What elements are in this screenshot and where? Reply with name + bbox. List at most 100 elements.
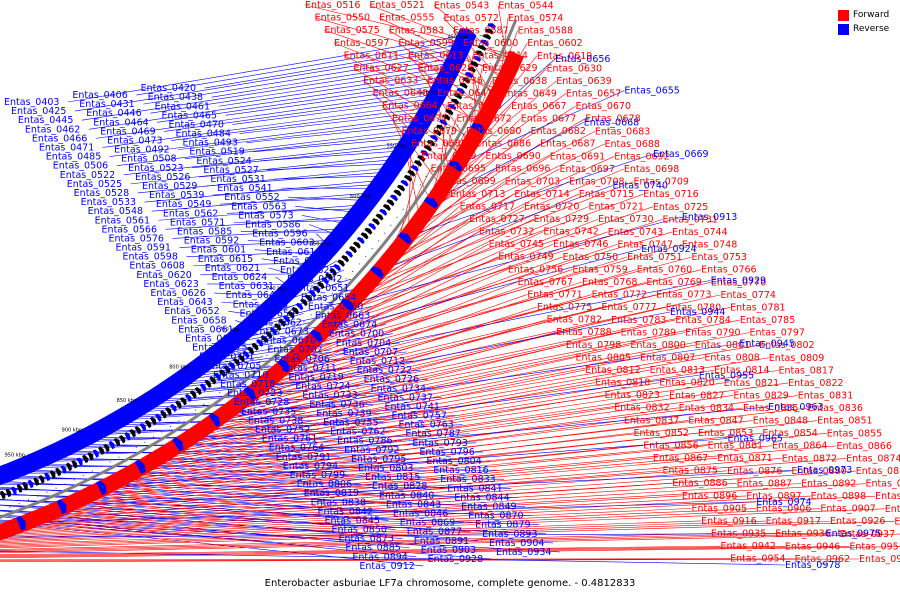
minor-feature-tick [295,302,304,311]
minor-feature-tick [364,227,373,235]
gene-label: Entas_0870 [468,511,523,522]
leader-line [9,470,856,527]
leader-line [250,294,528,393]
leader-line [189,344,566,437]
gene-label: Entas_0740 [613,181,668,192]
gene-label: Entas_0827 [669,390,724,401]
leader-line [35,457,718,517]
leader-line [13,470,792,526]
gene-label: Entas_0527 [203,165,258,176]
gene-label: Entas_0633 [363,76,418,87]
gene-label: Entas_0714 [514,189,569,200]
gene-label: Entas_0782 [547,315,602,326]
leader-line [46,457,347,467]
gene-label: Entas_0798 [566,340,621,351]
gene-label: Entas_0662 [247,317,302,328]
minor-feature-tick [228,361,236,370]
leader-line [267,163,397,171]
minor-feature-tick [400,179,409,187]
gene-label: Entas_0964 [859,554,900,565]
gene-label: Entas_0846 [393,508,448,519]
leader-line [0,520,766,546]
forward-feature-arrow [499,67,517,79]
gene-label: Entas_0787 [405,429,460,440]
minor-feature-tick [246,346,255,355]
gene-label: Entas_0746 [553,239,608,250]
forward-feature-arrow [459,141,477,154]
gene-label: Entas_0725 [653,202,708,213]
leader-line [109,115,427,157]
forward-feature-arrow [263,371,277,387]
gene-label: Entas_0688 [605,139,660,150]
minor-feature-tick [325,272,333,281]
forward-feature-arrow [199,419,213,435]
gene-label: Entas_0461 [155,101,210,112]
gene-label: Entas_0717 [460,201,515,212]
gene-label: Entas_0661 [178,324,233,335]
gene-label: Entas_0654 [301,292,356,303]
gene-label: Entas_0690 [485,151,540,162]
gene-label: Entas_0814 [714,365,769,376]
gene-label: Entas_0614 [472,51,527,62]
minor-feature-tick [49,470,56,479]
gene-label: Entas_0521 [369,0,424,11]
reverse-feature-arrow [172,437,184,452]
leader-line [337,206,653,314]
leader-line [219,324,386,353]
leader-line [333,42,490,106]
forward-feature-arrow [325,314,340,330]
gene-label: Entas_0806 [297,479,352,490]
gene-label: Entas_0720 [524,201,579,212]
gene-label: Entas_0843 [386,499,441,510]
gene-label: Entas_0801 [695,340,750,351]
leader-line [0,508,692,540]
gene-label: Entas_0926 [830,516,885,527]
leader-line [18,469,361,485]
leader-line [213,343,740,420]
scale-label: 800 kbp [169,365,189,371]
gene-label: Entas_0403 [4,97,59,108]
forward-feature-arrow [473,117,491,130]
forward-feature-arrow [252,380,266,396]
forward-feature-arrow [160,444,173,461]
leader-line [136,39,467,96]
forward-feature-arrow [351,287,367,302]
minor-feature-tick [232,358,241,367]
gene-label: Entas_0807 [640,353,695,364]
gene-label: Entas_0727 [469,214,524,225]
gene-label: Entas_0425 [11,106,66,117]
leader-line [116,128,419,166]
forward-feature-arrow [222,402,236,419]
minor-feature-tick [71,460,78,469]
leader-line [95,407,808,490]
minor-feature-tick [218,369,226,378]
leader-line [200,273,307,276]
gene-label: Entas_0741 [385,401,440,412]
gene-label: Entas_0761 [262,434,317,445]
minor-feature-tick [450,98,460,105]
gene-label: Entas_0805 [576,352,631,363]
leader-line [0,489,519,498]
forward-feature-arrow [273,362,288,378]
scale-label: 750 kbp [219,327,239,333]
gene-label: Entas_0733 [302,390,357,401]
leader-line [438,105,448,191]
gene-label: Entas_0598 [122,252,177,263]
leader-line [232,98,437,125]
leader-line [120,394,670,477]
forward-feature-arrow [187,426,201,443]
forward-feature-arrow [363,273,379,288]
leader-line [137,382,660,468]
minor-feature-tick [291,306,299,315]
forward-feature-arrow [237,391,251,408]
leader-line [0,533,776,551]
gene-label: Entas_0528 [74,188,129,199]
forward-swatch [838,9,849,21]
forward-feature-arrow [218,405,232,422]
minor-feature-tick [113,438,121,447]
forward-feature-arrow [347,290,363,306]
gene-label: Entas_0642 [287,274,342,285]
leader-line [239,111,429,134]
reverse-feature-arrow [309,329,323,343]
